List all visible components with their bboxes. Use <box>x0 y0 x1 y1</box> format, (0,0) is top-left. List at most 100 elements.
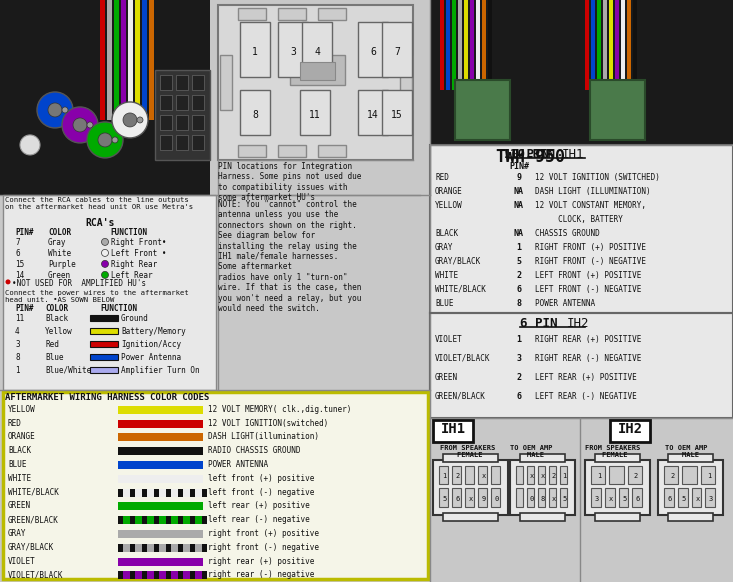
Text: left rear (-) negative: left rear (-) negative <box>208 515 310 524</box>
Text: CHASSIS GROUND: CHASSIS GROUND <box>535 229 600 238</box>
Text: WHITE/BLACK: WHITE/BLACK <box>8 488 59 496</box>
Text: Right Rear: Right Rear <box>111 260 158 269</box>
Text: 6: 6 <box>517 392 521 401</box>
Bar <box>358 22 388 77</box>
Bar <box>178 489 183 496</box>
Bar <box>118 489 203 496</box>
Bar <box>100 0 105 120</box>
Bar <box>154 489 159 496</box>
Text: 7: 7 <box>394 47 400 57</box>
Bar <box>118 502 203 510</box>
Text: 14: 14 <box>367 110 379 120</box>
Text: VIOLET: VIOLET <box>435 335 463 344</box>
Bar <box>118 434 203 441</box>
Bar <box>190 544 195 552</box>
Bar <box>118 420 203 428</box>
Bar <box>192 135 204 150</box>
Circle shape <box>98 133 112 147</box>
Text: 0: 0 <box>529 495 534 502</box>
Text: x: x <box>482 473 486 479</box>
Text: 14: 14 <box>15 271 24 280</box>
Text: PIN locations for Integration
Harness. Some pins not used due
to compatibility i: PIN locations for Integration Harness. S… <box>218 162 361 202</box>
Bar <box>300 62 335 80</box>
Text: left front (+) positive: left front (+) positive <box>208 474 314 483</box>
Bar <box>130 489 135 496</box>
Bar <box>440 0 444 90</box>
Bar <box>668 513 713 521</box>
Bar <box>433 460 508 515</box>
Text: LEFT REAR (+) POSITIVE: LEFT REAR (+) POSITIVE <box>535 373 637 382</box>
Bar <box>520 513 565 521</box>
Text: Yellow: Yellow <box>45 327 73 336</box>
Text: ORANGE: ORANGE <box>435 187 463 196</box>
Text: Right Front•: Right Front• <box>111 238 166 247</box>
Bar <box>178 572 183 579</box>
Bar <box>549 466 556 484</box>
Bar <box>90 315 118 321</box>
Bar <box>682 466 696 484</box>
Bar <box>130 516 135 524</box>
Bar <box>538 488 545 507</box>
Text: right front (+) positive: right front (+) positive <box>208 529 319 538</box>
Text: 1: 1 <box>443 473 446 479</box>
Text: 1: 1 <box>597 473 601 479</box>
Bar <box>430 418 733 582</box>
Bar <box>658 460 723 515</box>
Text: WHITE/BLACK: WHITE/BLACK <box>435 285 486 294</box>
Text: Battery/Memory: Battery/Memory <box>121 327 185 336</box>
Bar <box>478 466 487 484</box>
Text: 2: 2 <box>517 271 521 280</box>
Text: right front (-) negative: right front (-) negative <box>208 543 319 552</box>
Text: IH2: IH2 <box>567 317 589 330</box>
Circle shape <box>123 113 137 127</box>
Text: IH1: IH1 <box>562 148 584 161</box>
Circle shape <box>101 250 108 257</box>
Text: 6 PIN: 6 PIN <box>520 317 565 330</box>
Bar <box>118 572 203 579</box>
Bar <box>154 544 159 552</box>
Text: 4: 4 <box>314 47 320 57</box>
Text: GREEN: GREEN <box>435 373 458 382</box>
Text: Ignition/Accy: Ignition/Accy <box>121 340 181 349</box>
Bar <box>142 489 147 496</box>
Bar <box>176 115 188 130</box>
Bar <box>560 466 567 484</box>
Text: GRAY/BLACK: GRAY/BLACK <box>435 257 482 266</box>
Text: 10 PIN: 10 PIN <box>510 148 562 161</box>
Text: Black: Black <box>45 314 68 323</box>
Text: Purple: Purple <box>48 260 75 269</box>
Bar <box>400 55 412 110</box>
Text: RED: RED <box>8 418 22 428</box>
Bar <box>516 466 523 484</box>
Text: 4: 4 <box>15 327 20 336</box>
Text: 9: 9 <box>482 495 486 502</box>
Bar <box>701 466 715 484</box>
Bar <box>465 466 474 484</box>
Text: Connect the power wires to the aftermarket
head unit. •AS SOWN BELOW: Connect the power wires to the aftermark… <box>5 290 189 303</box>
Text: Left Rear: Left Rear <box>111 271 152 280</box>
Bar <box>478 488 487 507</box>
Bar <box>443 454 498 462</box>
Text: RIGHT REAR (+) POSITIVE: RIGHT REAR (+) POSITIVE <box>535 335 641 344</box>
Bar <box>142 572 147 579</box>
Bar <box>160 95 172 110</box>
Bar <box>107 0 112 120</box>
Bar <box>192 95 204 110</box>
Bar <box>118 544 123 552</box>
Bar <box>560 488 567 507</box>
Text: 6: 6 <box>636 495 640 502</box>
Text: Left Front •: Left Front • <box>111 249 166 258</box>
Text: 10 PIN: 10 PIN <box>504 148 556 161</box>
Bar <box>240 22 270 77</box>
Bar <box>0 0 210 195</box>
Bar <box>585 460 650 515</box>
Text: GRAY: GRAY <box>435 243 454 252</box>
Text: 2: 2 <box>551 473 556 479</box>
Circle shape <box>137 117 143 123</box>
Text: right rear (-) negative: right rear (-) negative <box>208 570 314 580</box>
Text: COLOR: COLOR <box>48 228 71 237</box>
Text: x: x <box>468 495 473 502</box>
Bar <box>160 135 172 150</box>
Text: FROM SPEAKERS
    FEMALE: FROM SPEAKERS FEMALE <box>440 445 496 458</box>
Text: Green: Green <box>48 271 71 280</box>
